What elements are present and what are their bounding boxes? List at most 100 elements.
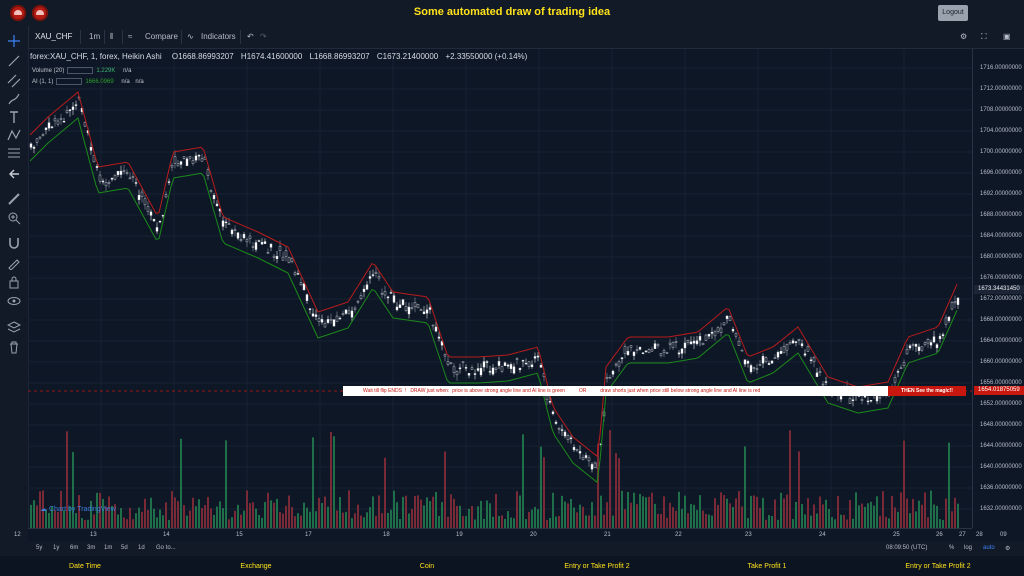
candle-body — [653, 343, 657, 349]
price-tick: 1672.00000000 — [980, 296, 1022, 302]
volume-bar — [519, 495, 521, 528]
candle-body — [722, 322, 726, 326]
magnet-icon[interactable] — [7, 236, 21, 250]
ai-controls[interactable] — [56, 78, 83, 85]
time-tick: 17 — [305, 532, 312, 538]
ohlc-close: C1673.21400000 — [376, 52, 439, 61]
volume-bar — [303, 502, 305, 528]
back-arrow-icon[interactable] — [7, 167, 21, 181]
price-chart[interactable] — [28, 49, 972, 528]
time-axis[interactable]: 12 13 14 15 17 18 19 20 21 22 23 24 25 26 27 28 09 — [14, 528, 1007, 543]
candle-body — [347, 310, 351, 314]
log-toggle[interactable]: log — [964, 545, 973, 551]
volume-bar — [36, 505, 38, 528]
candle-body — [635, 349, 639, 351]
range-button-1y[interactable]: 1y — [53, 545, 60, 551]
candle-body — [137, 195, 141, 200]
camera-icon[interactable]: ▣ — [1003, 32, 1011, 41]
zoom-in-icon[interactable] — [7, 211, 21, 225]
layers-icon[interactable] — [7, 320, 21, 334]
series-title[interactable]: forex:XAU_CHF, 1, forex, Heikin Ashi — [30, 52, 162, 61]
footer-column-label: Exchange — [240, 563, 272, 570]
range-button-5d[interactable]: 5d — [121, 545, 128, 551]
crosshair-icon[interactable] — [7, 34, 21, 48]
volume-controls[interactable] — [67, 67, 94, 74]
candle-body — [656, 344, 660, 347]
tradingview-watermark[interactable]: ☁ Chart by TradingView — [40, 506, 116, 513]
percent-toggle[interactable]: % — [949, 545, 955, 551]
logout-button[interactable]: Logout — [938, 5, 968, 21]
volume-bar — [771, 516, 773, 528]
pattern-icon[interactable] — [7, 128, 21, 142]
volume-label[interactable]: Volume (20) — [32, 68, 65, 75]
ruler-icon[interactable] — [7, 192, 21, 206]
candle-body — [875, 395, 879, 402]
goto-button[interactable]: Go to... — [156, 545, 176, 551]
volume-bar — [630, 502, 632, 528]
brush-icon[interactable] — [7, 92, 21, 106]
candle-body — [212, 195, 216, 200]
volume-bar — [366, 512, 368, 528]
ai-line-resistance — [29, 91, 958, 458]
fullscreen-icon[interactable]: ⛶ — [981, 32, 987, 41]
candle-body — [254, 242, 258, 250]
candle-body — [911, 344, 915, 346]
indicators-icon[interactable]: ∿ — [187, 32, 194, 41]
auto-toggle[interactable]: auto — [983, 545, 995, 551]
candle-body — [227, 223, 231, 225]
chart-legend: forex:XAU_CHF, 1, forex, Heikin Ashi O16… — [30, 52, 527, 61]
redo-icon[interactable]: ↷ — [260, 32, 267, 41]
volume-bar — [957, 503, 959, 528]
volume-bar — [213, 514, 215, 528]
candle-body — [680, 348, 684, 354]
lock-icon[interactable] — [7, 275, 21, 289]
volume-bar — [639, 493, 641, 528]
volume-bar — [717, 504, 719, 528]
footer-column-label: Date Time — [69, 563, 101, 570]
indicators-button[interactable]: Indicators — [201, 32, 236, 41]
price-axis[interactable]: 1716.00000000 1712.00000000 1708.00000000 1… — [972, 49, 1024, 528]
volume-bar — [501, 515, 503, 528]
candle-body — [293, 272, 297, 275]
undo-icon[interactable]: ↶ — [247, 32, 254, 41]
compare-icon[interactable]: ≈ — [128, 32, 133, 41]
volume-bar — [873, 505, 875, 528]
chart-settings-icon[interactable]: ⚙ — [1005, 546, 1011, 552]
candle-body — [518, 367, 522, 371]
eye-icon[interactable] — [7, 294, 21, 308]
range-button-1m[interactable]: 1m — [104, 545, 113, 551]
time-tick: 20 — [530, 532, 537, 538]
candle-body — [737, 340, 741, 346]
volume-bar — [432, 496, 434, 528]
candle-body — [242, 234, 246, 239]
volume-legend: Volume (20) 1.229K n/a — [32, 67, 131, 74]
ai-label[interactable]: AI (1, 1) — [32, 79, 54, 86]
bar-style-icon[interactable]: ⫴ — [110, 32, 114, 41]
volume-bar — [789, 430, 791, 528]
volume-bar — [156, 517, 158, 528]
trash-icon[interactable] — [7, 340, 21, 354]
interval-selector[interactable]: 1m — [89, 32, 101, 41]
volume-bar — [951, 511, 953, 528]
range-button-1d[interactable]: 1d — [138, 545, 145, 551]
volume-bar — [333, 436, 335, 528]
range-button-3m[interactable]: 3m — [87, 545, 96, 551]
candle-body — [803, 353, 807, 356]
compare-button[interactable]: Compare — [145, 32, 178, 41]
time-tick: 14 — [163, 532, 170, 538]
volume-bar — [510, 517, 512, 528]
trend-line-icon[interactable] — [7, 54, 21, 68]
symbol-selector[interactable]: XAU_CHF — [35, 32, 73, 41]
range-button-6m[interactable]: 6m — [70, 545, 79, 551]
text-tool-icon[interactable] — [7, 110, 21, 124]
volume-bar — [690, 504, 692, 528]
parallel-lines-icon[interactable] — [7, 74, 21, 88]
settings-gear-icon[interactable]: ⚙ — [960, 32, 968, 41]
candle-body — [257, 240, 261, 242]
stay-drawing-icon[interactable] — [7, 256, 21, 270]
volume-bar — [48, 512, 50, 528]
range-button-5y[interactable]: 5y — [36, 545, 43, 551]
fib-icon[interactable] — [7, 146, 21, 160]
candle-body — [377, 275, 381, 279]
ohlc-low: L1668.86993207 — [309, 52, 370, 61]
